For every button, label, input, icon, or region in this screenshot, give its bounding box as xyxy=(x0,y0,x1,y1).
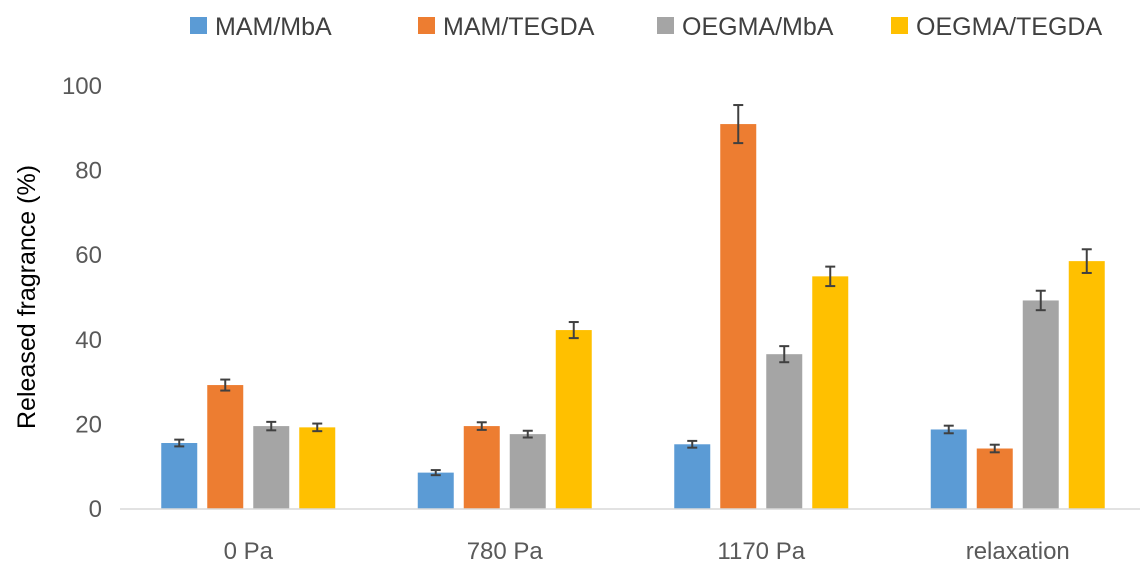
legend-item: MAM/TEGDA xyxy=(418,13,595,41)
error-bar xyxy=(1081,248,1092,274)
error-bar xyxy=(825,265,836,288)
error-bar xyxy=(1035,289,1046,312)
error-bar xyxy=(174,438,185,448)
bar-mam-mba-3 xyxy=(930,429,967,509)
bar-oegma-tegda-1 xyxy=(555,330,592,509)
error-bar xyxy=(522,429,533,439)
legend-item: OEGMA/MbA xyxy=(657,13,834,41)
legend-swatch xyxy=(891,17,908,34)
y-tick-label: 40 xyxy=(75,327,102,354)
bar-mam-tegda-3 xyxy=(976,448,1013,509)
y-tick-label: 60 xyxy=(75,242,102,269)
error-bar xyxy=(266,420,277,432)
error-bar xyxy=(430,469,441,477)
error-bar xyxy=(568,321,579,340)
bar-mam-mba-2 xyxy=(674,444,711,509)
bar-oegma-mba-3 xyxy=(1022,300,1059,509)
legend-swatch xyxy=(190,17,207,34)
x-tick-label: 0 Pa xyxy=(224,538,274,564)
x-axis-ticks: 0 Pa 780 Pa 1170 Pa relaxation xyxy=(224,538,1070,564)
y-tick-label: 80 xyxy=(75,158,102,185)
y-tick-label: 0 xyxy=(89,496,102,523)
error-bar xyxy=(312,422,323,433)
y-tick-label: 100 xyxy=(62,73,102,100)
bar-mam-tegda-1 xyxy=(463,426,500,509)
y-axis-label: Released fragrance (%) xyxy=(13,165,41,429)
bar-mam-tegda-0 xyxy=(207,385,244,509)
y-tick-label: 20 xyxy=(75,411,102,438)
legend-label: OEGMA/MbA xyxy=(682,13,834,41)
y-axis-ticks: 0 20 40 60 80 100 xyxy=(62,73,102,523)
error-bar xyxy=(733,104,744,145)
legend-swatch xyxy=(657,17,674,34)
legend-label: MAM/MbA xyxy=(215,13,332,41)
legend-label: MAM/TEGDA xyxy=(443,13,595,41)
error-bar xyxy=(476,421,487,431)
bar-mam-mba-0 xyxy=(161,443,198,509)
error-bars xyxy=(174,104,1092,477)
bar-oegma-tegda-2 xyxy=(812,276,849,509)
bar-oegma-mba-1 xyxy=(509,434,546,509)
x-tick-label: relaxation xyxy=(966,538,1070,564)
legend: MAM/MbA MAM/TEGDA OEGMA/MbA OEGMA/TEGDA xyxy=(190,13,1102,41)
legend-label: OEGMA/TEGDA xyxy=(916,13,1102,41)
error-bar xyxy=(220,378,231,392)
bar-oegma-mba-2 xyxy=(766,354,803,509)
error-bar xyxy=(687,439,698,449)
bars xyxy=(161,124,1105,509)
bar-oegma-tegda-3 xyxy=(1068,261,1105,509)
x-tick-label: 1170 Pa xyxy=(717,538,805,564)
x-tick-label: 780 Pa xyxy=(467,538,544,564)
bar-oegma-mba-0 xyxy=(253,426,290,509)
legend-item: OEGMA/TEGDA xyxy=(891,13,1102,41)
legend-item: MAM/MbA xyxy=(190,13,332,41)
bar-mam-tegda-2 xyxy=(720,124,757,509)
bar-oegma-tegda-0 xyxy=(299,427,336,509)
error-bar xyxy=(989,443,1000,454)
legend-swatch xyxy=(418,17,435,34)
error-bar xyxy=(943,424,954,435)
error-bar xyxy=(779,345,790,364)
bar-mam-mba-1 xyxy=(417,472,454,509)
